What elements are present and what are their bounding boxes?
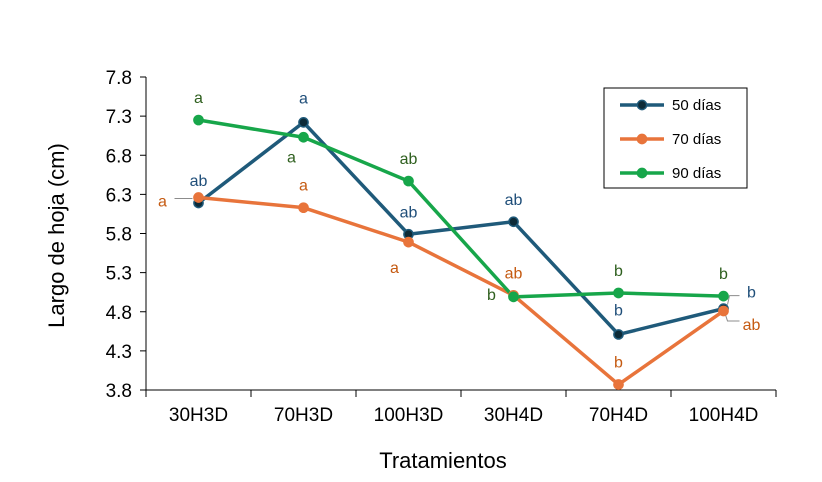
data-point — [193, 192, 204, 203]
significance-letter: a — [158, 194, 167, 211]
significance-letter: ab — [505, 192, 523, 209]
legend-label: 90 días — [672, 165, 721, 182]
significance-letter: b — [487, 287, 496, 304]
data-point — [403, 175, 414, 187]
significance-letter: a — [299, 178, 308, 195]
legend-swatch-marker — [636, 167, 648, 179]
significance-letter: a — [287, 149, 296, 166]
legend-swatch-marker — [636, 99, 648, 111]
series-line-3 — [198, 118, 724, 299]
y-tick-label: 7.3 — [106, 107, 132, 128]
x-tick-label: 70H3D — [274, 405, 333, 426]
series-lines — [197, 118, 725, 387]
data-point — [613, 329, 624, 340]
y-tick-label: 5.3 — [106, 264, 132, 285]
y-tick-label: 4.8 — [106, 303, 132, 324]
data-point — [613, 287, 624, 299]
significance-letter: ab — [400, 204, 418, 221]
data-point — [718, 305, 729, 317]
significance-letter: ab — [190, 173, 208, 190]
significance-letter: ab — [505, 265, 523, 282]
significance-letter: b — [614, 263, 623, 280]
data-point — [718, 290, 729, 302]
y-tick-label: 4.3 — [106, 342, 132, 363]
significance-letter: a — [194, 90, 203, 107]
data-point — [508, 216, 519, 228]
leader-line — [727, 295, 740, 305]
data-point — [508, 291, 519, 303]
significance-letter: b — [747, 285, 756, 302]
y-tick-label: 6.8 — [106, 146, 132, 167]
annotation-leaders — [174, 198, 740, 322]
x-tick-label: 30H3D — [169, 405, 228, 426]
series-points — [193, 114, 729, 390]
significance-letter: a — [299, 90, 308, 107]
x-tick-label: 100H4D — [689, 405, 759, 426]
legend-label: 70 días — [672, 131, 721, 148]
significance-letter: ab — [400, 151, 418, 168]
significance-letter: b — [719, 266, 728, 283]
data-point — [403, 236, 414, 248]
x-tick-label: 70H4D — [589, 405, 648, 426]
y-tick-label: 6.3 — [106, 185, 132, 206]
leader-line — [725, 314, 740, 322]
significance-letter: ab — [743, 317, 761, 334]
y-tick-label: 7.8 — [106, 68, 132, 89]
data-point — [298, 131, 309, 143]
y-tick-label: 5.8 — [106, 225, 132, 246]
y-axis: 3.8 4.3 4.8 5.3 5.8 6.3 6.8 7.3 7.8 — [106, 68, 147, 402]
significance-letter: b — [614, 302, 623, 319]
y-tick-label: 3.8 — [106, 381, 132, 402]
x-tick-label: 100H3D — [374, 405, 444, 426]
data-point — [298, 202, 309, 214]
legend-swatch-marker — [636, 133, 648, 145]
data-point — [193, 114, 204, 126]
legend-label: 50 días — [672, 97, 721, 114]
x-tick-label: 30H4D — [484, 405, 543, 426]
significance-letter: b — [614, 355, 623, 372]
legend: 50 días 70 días 90 días — [603, 87, 748, 189]
x-axis-title: Tratamientos — [379, 448, 507, 473]
series-line-2 — [198, 195, 725, 387]
data-point — [298, 117, 309, 128]
significance-letter: a — [390, 260, 399, 277]
x-axis: 30H3D 70H3D 100H3D 30H4D 70H4D 100H4D — [145, 389, 777, 426]
data-point — [613, 379, 624, 390]
y-axis-title: Largo de hoja (cm) — [44, 143, 69, 328]
